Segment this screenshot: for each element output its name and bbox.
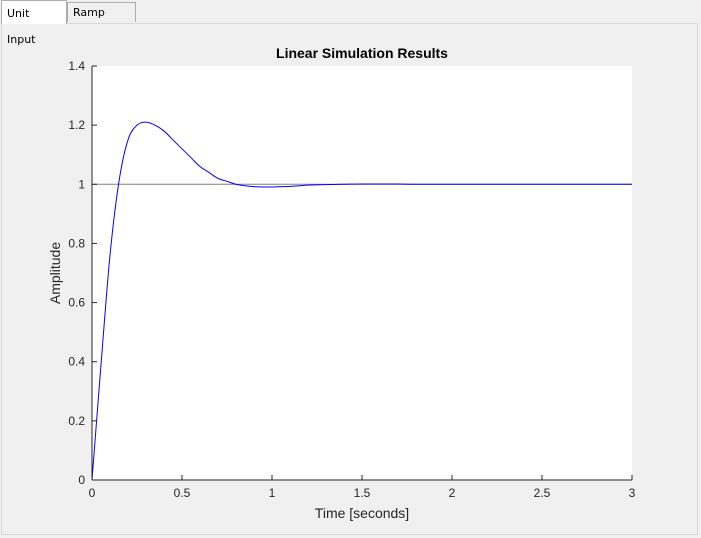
- y-tick-label: 0.6: [68, 296, 85, 310]
- y-tick-label: 0.4: [68, 355, 85, 369]
- x-tick-label: 2: [449, 486, 456, 500]
- y-tick-label: 1: [78, 177, 85, 191]
- x-tick-label: 0.5: [174, 486, 191, 500]
- y-axis-label: Amplitude: [47, 242, 63, 304]
- series-line-0: [91, 121, 632, 481]
- y-tick-label: 0: [78, 473, 85, 487]
- chart-title: Linear Simulation Results: [276, 45, 448, 61]
- y-tick-label: 1.2: [68, 118, 85, 132]
- x-tick-label: 2.5: [534, 486, 551, 500]
- x-axis-label: Time [seconds]: [315, 505, 409, 521]
- y-tick-label: 1.4: [68, 59, 85, 73]
- y-tick-label: 0.2: [68, 414, 85, 428]
- tab-unit-input[interactable]: Unit Input: [1, 0, 67, 46]
- plot-area: [92, 66, 632, 480]
- x-tick-label: 1: [269, 486, 276, 500]
- x-tick-label: 0: [89, 486, 96, 500]
- y-tick-label: 0.8: [68, 236, 85, 250]
- x-tick-label: 3: [629, 486, 636, 500]
- x-tick-label: 1.5: [354, 486, 371, 500]
